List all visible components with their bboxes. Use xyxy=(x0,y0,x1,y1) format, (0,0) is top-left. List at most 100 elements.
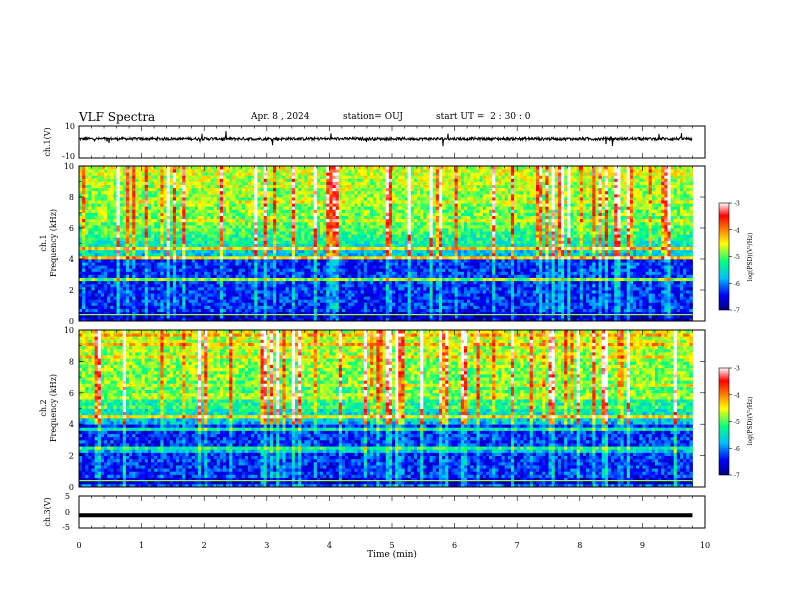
spectrogram-cell xyxy=(204,240,208,244)
spectrogram-cell xyxy=(363,308,368,313)
spectrogram-cell xyxy=(285,172,290,176)
spectrogram-cell xyxy=(238,184,243,189)
spectrogram-cell xyxy=(104,203,108,207)
spectrogram-cell xyxy=(135,224,139,229)
spectrogram-cell xyxy=(366,262,371,266)
spectrogram-cell xyxy=(172,169,177,173)
spectrogram-cell xyxy=(266,178,271,182)
spectrogram-cell xyxy=(113,212,117,216)
spectrogram-cell xyxy=(294,290,299,294)
spectrogram-cell xyxy=(132,224,136,229)
spectrogram-cell xyxy=(263,302,268,306)
spectrogram-cell xyxy=(166,305,171,309)
spectrogram-cell xyxy=(204,181,208,185)
spectrogram-cell xyxy=(150,240,155,244)
spectrogram-cell xyxy=(191,197,196,201)
spectrogram-cell xyxy=(307,286,312,291)
spectrogram-cell xyxy=(122,305,127,309)
spectrogram-cell xyxy=(119,243,124,247)
spectrogram-cell xyxy=(257,231,261,235)
spectrogram-cell xyxy=(276,255,280,260)
spectrogram-cell xyxy=(100,215,105,220)
spectrogram-cell xyxy=(285,200,290,204)
spectrogram-cell xyxy=(351,271,355,275)
spectrogram-cell xyxy=(210,193,214,198)
spectrogram-cell xyxy=(288,311,293,316)
spectrogram-cell xyxy=(370,228,374,232)
spectrogram-cell xyxy=(323,311,327,316)
spectrogram-cell xyxy=(154,302,158,306)
spectrogram-cell xyxy=(248,262,252,266)
spectrogram-cell xyxy=(169,197,174,201)
spectrogram-cell xyxy=(132,187,136,192)
spectrogram-cell xyxy=(157,240,161,244)
spectrogram-cell xyxy=(354,221,358,226)
spectrogram-cell xyxy=(85,317,89,322)
spectrogram-cell xyxy=(191,271,196,275)
spectrogram-cell xyxy=(298,178,302,182)
spectrogram-cell xyxy=(316,286,321,291)
spectrogram-cell xyxy=(182,265,186,269)
spectrogram-cell xyxy=(213,184,218,189)
spectrogram-cell xyxy=(238,218,243,223)
spectrogram-cell xyxy=(373,221,377,226)
spectrogram-cell xyxy=(97,175,102,179)
spectrogram-cell xyxy=(144,268,149,272)
spectrogram-cell xyxy=(266,290,271,294)
spectrogram-cell xyxy=(288,237,293,241)
spectrogram-cell xyxy=(285,184,290,189)
spectrogram-cell xyxy=(125,209,130,213)
spectrogram-cell xyxy=(226,290,230,294)
spectrogram-cell xyxy=(382,221,387,226)
spectrogram-cell xyxy=(294,169,299,173)
spectrogram-cell xyxy=(304,190,308,195)
spectrogram-cell xyxy=(176,200,180,204)
spectrogram-cell xyxy=(332,299,337,303)
spectrogram-cell xyxy=(169,237,174,241)
spectrogram-cell xyxy=(291,169,296,173)
spectrogram-cell xyxy=(357,206,362,210)
spectrogram-cell xyxy=(176,228,180,232)
spectrogram-cell xyxy=(301,259,305,263)
spectrogram-cell xyxy=(301,175,305,179)
spectrogram-cell xyxy=(345,271,349,275)
spectrogram-cell xyxy=(116,246,121,251)
spectrogram-cell xyxy=(248,283,252,288)
spectrogram-cell xyxy=(97,212,102,216)
spectrogram-cell xyxy=(273,181,277,185)
spectrogram-cell xyxy=(179,178,183,182)
spectrogram-cell xyxy=(291,255,296,260)
spectrogram-cell xyxy=(100,231,105,235)
spectrogram-cell xyxy=(185,200,189,204)
spectrogram-cell xyxy=(279,246,283,251)
spectrogram-cell xyxy=(285,252,290,257)
spectrogram-cell xyxy=(125,218,130,223)
spectrogram-cell xyxy=(107,302,111,306)
spectrogram-cell xyxy=(360,290,365,294)
spectrogram-cell xyxy=(226,305,230,309)
spectrogram-cell xyxy=(135,274,139,278)
spectrogram-cell xyxy=(160,259,164,263)
spectrogram-cell xyxy=(238,209,243,213)
spectrogram-cell xyxy=(345,302,349,306)
spectrogram-cell xyxy=(141,259,146,263)
spectrogram-cell xyxy=(182,271,186,275)
spectrogram-cell xyxy=(182,209,186,213)
spectrogram-cell xyxy=(238,175,243,179)
spectrogram-cell xyxy=(304,268,308,272)
spectrogram-cell xyxy=(285,271,290,275)
spectrogram-cell xyxy=(160,246,164,251)
spectrogram-cell xyxy=(366,265,371,269)
spectrogram-cell xyxy=(294,277,299,282)
spectrogram-cell xyxy=(263,190,268,195)
spectrogram-cell xyxy=(298,218,302,223)
spectrogram-cell xyxy=(88,209,92,213)
spectrogram-cell xyxy=(88,187,92,192)
spectrogram-cell xyxy=(135,299,139,303)
spectrogram-cell xyxy=(79,203,83,207)
spectrogram-cell xyxy=(138,178,142,182)
spectrogram-cell xyxy=(320,283,324,288)
spectrogram-cell xyxy=(113,286,117,291)
spectrogram-cell xyxy=(185,283,189,288)
spectrogram-cell xyxy=(326,218,330,223)
